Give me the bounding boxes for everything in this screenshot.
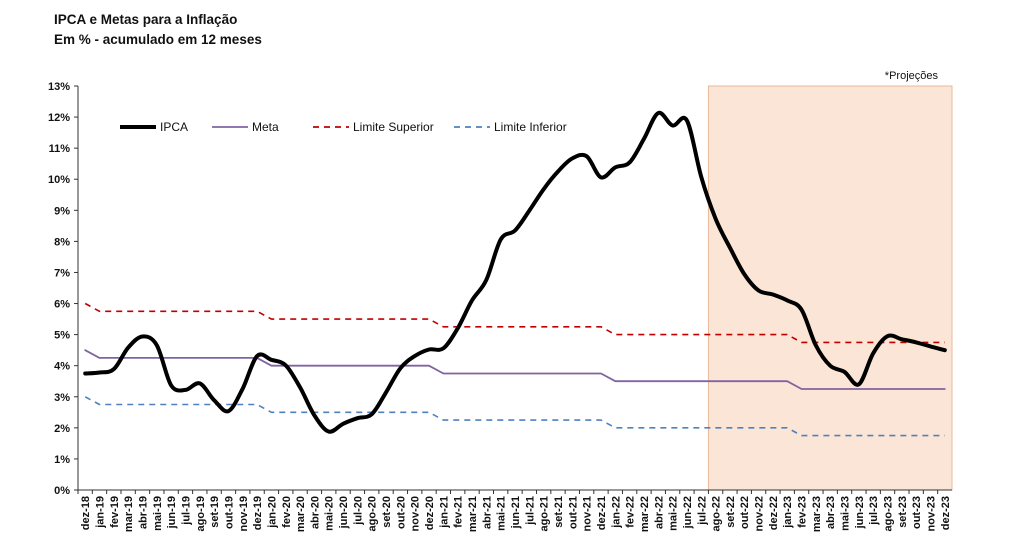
x-tick-label: ago-20 bbox=[367, 496, 379, 531]
y-tick-label: 3% bbox=[54, 392, 70, 404]
x-tick-label: mar-19 bbox=[123, 496, 135, 532]
x-tick-label: fev-20 bbox=[281, 496, 293, 528]
x-tick-label: out-23 bbox=[911, 496, 923, 529]
y-tick-label: 5% bbox=[54, 330, 70, 342]
x-tick-label: jun-20 bbox=[338, 496, 350, 529]
legend-label: Limite Inferior bbox=[494, 120, 567, 134]
x-tick-label: mar-23 bbox=[811, 496, 823, 532]
x-tick-label: abr-19 bbox=[137, 496, 149, 529]
y-tick-label: 4% bbox=[54, 361, 70, 373]
series-line-meta bbox=[84, 349, 946, 390]
x-tick-label: jan-23 bbox=[782, 496, 794, 529]
x-tick-label: abr-23 bbox=[825, 496, 837, 529]
x-tick-label: ago-19 bbox=[195, 496, 207, 531]
legend-label: IPCA bbox=[160, 120, 188, 134]
x-tick-label: jan-20 bbox=[266, 496, 278, 529]
x-tick-label: out-22 bbox=[739, 496, 751, 529]
y-tick-label: 7% bbox=[54, 267, 70, 279]
x-tick-label: mai-21 bbox=[496, 496, 508, 531]
x-tick-label: nov-20 bbox=[410, 496, 422, 531]
x-tick-label: set-20 bbox=[381, 496, 393, 528]
x-tick-label: set-22 bbox=[725, 496, 737, 528]
x-tick-label: dez-21 bbox=[596, 496, 608, 530]
x-tick-label: dez-20 bbox=[424, 496, 436, 530]
y-tick-label: 8% bbox=[54, 236, 70, 248]
x-tick-label: ago-21 bbox=[539, 496, 551, 531]
x-tick-label: nov-23 bbox=[926, 496, 938, 531]
x-tick-label: nov-21 bbox=[582, 496, 594, 531]
title-block: IPCA e Metas para a Inflação Em % - acum… bbox=[54, 10, 262, 50]
x-tick-label: jun-21 bbox=[510, 496, 522, 529]
x-tick-label: fev-23 bbox=[797, 496, 809, 528]
x-tick-label: mai-23 bbox=[840, 496, 852, 531]
series-line-ipca bbox=[83, 110, 947, 434]
x-tick-label: ago-22 bbox=[711, 496, 723, 531]
x-tick-label: abr-20 bbox=[309, 496, 321, 529]
x-tick-label: jun-22 bbox=[682, 496, 694, 529]
x-tick-label: fev-21 bbox=[453, 496, 465, 528]
x-tick-label: dez-18 bbox=[80, 496, 92, 530]
x-tick-label: ago-23 bbox=[883, 496, 895, 531]
x-tick-label: mar-22 bbox=[639, 496, 651, 532]
series-line-limite-inferior bbox=[84, 396, 945, 437]
x-tick-label: jul-22 bbox=[696, 496, 708, 526]
projection-note: *Projeções bbox=[885, 70, 939, 82]
x-tick-label: jul-23 bbox=[868, 496, 880, 526]
y-tick-label: 0% bbox=[54, 485, 70, 497]
x-tick-label: jul-21 bbox=[524, 496, 536, 526]
y-tick-label: 2% bbox=[54, 423, 70, 435]
chart-subtitle: Em % - acumulado em 12 meses bbox=[54, 32, 262, 47]
x-tick-label: fev-19 bbox=[109, 496, 121, 528]
y-tick-label: 9% bbox=[54, 205, 70, 217]
x-tick-label: dez-22 bbox=[768, 496, 780, 530]
x-tick-label: fev-22 bbox=[625, 496, 637, 528]
projection-region bbox=[707, 85, 953, 491]
x-tick-label: mai-22 bbox=[668, 496, 680, 531]
legend-label: Limite Superior bbox=[353, 120, 434, 134]
x-tick-label: jan-22 bbox=[610, 496, 622, 529]
series-line-limite-superior bbox=[84, 302, 945, 344]
x-tick-label: dez-23 bbox=[940, 496, 952, 530]
x-tick-label: jun-23 bbox=[854, 496, 866, 529]
x-tick-label: jun-19 bbox=[166, 496, 178, 529]
x-tick-label: dez-19 bbox=[252, 496, 264, 530]
y-tick-label: 1% bbox=[54, 454, 70, 466]
x-tick-label: set-19 bbox=[209, 496, 221, 528]
x-tick-label: out-19 bbox=[223, 496, 235, 529]
x-tick-label: nov-19 bbox=[238, 496, 250, 531]
x-tick-label: jan-21 bbox=[438, 496, 450, 529]
y-tick-label: 10% bbox=[48, 174, 70, 186]
chart-title: IPCA e Metas para a Inflação bbox=[54, 12, 238, 27]
y-tick-label: 6% bbox=[54, 299, 70, 311]
x-tick-label: mar-21 bbox=[467, 496, 479, 532]
x-tick-label: mar-20 bbox=[295, 496, 307, 532]
x-tick-label: jul-20 bbox=[352, 496, 364, 526]
x-tick-label: set-23 bbox=[897, 496, 909, 528]
y-tick-label: 11% bbox=[49, 143, 71, 155]
x-tick-label: out-20 bbox=[395, 496, 407, 529]
legend-label: Meta bbox=[252, 120, 279, 134]
x-tick-label: mai-20 bbox=[324, 496, 336, 531]
x-tick-label: set-21 bbox=[553, 496, 565, 528]
x-tick-label: abr-21 bbox=[481, 496, 493, 529]
x-tick-label: mai-19 bbox=[152, 496, 164, 531]
x-tick-label: jan-19 bbox=[94, 496, 106, 529]
y-tick-label: 13% bbox=[48, 81, 70, 93]
x-tick-label: nov-22 bbox=[754, 496, 766, 531]
y-tick-label: 12% bbox=[48, 112, 70, 124]
x-tick-label: abr-22 bbox=[653, 496, 665, 529]
x-tick-label: jul-19 bbox=[180, 496, 192, 526]
x-tick-label: out-21 bbox=[567, 496, 579, 529]
